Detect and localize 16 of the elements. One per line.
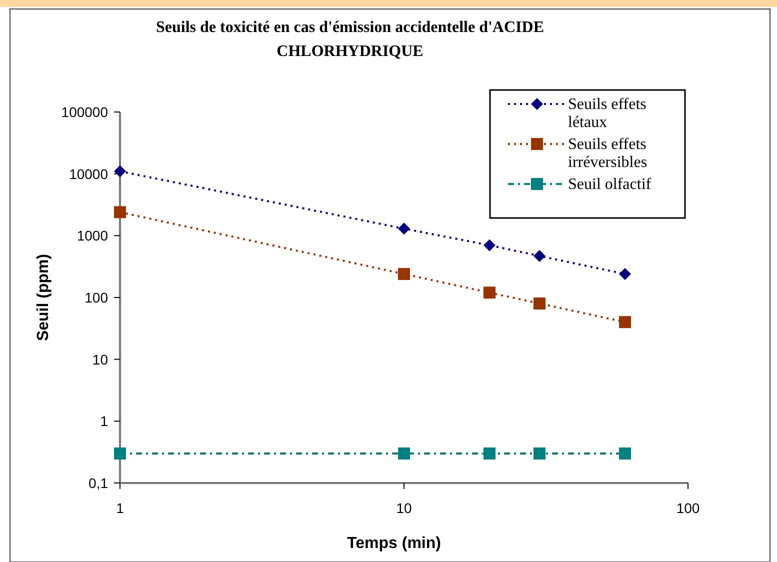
- y-tick-label: 10: [92, 351, 108, 368]
- x-tick-label: 100: [676, 500, 700, 516]
- legend-label: Seuil olfactif: [568, 176, 652, 193]
- y-tick-label: 1000: [76, 228, 108, 244]
- chart-title: Seuils de toxicité en cas d'émission accidentelle d'ACIDE CHLORHYDRIQUE: [156, 19, 544, 60]
- x-tick-label: 1: [116, 500, 124, 516]
- legend-label: Seuils effets irréversibles: [568, 136, 648, 171]
- y-tick-label: 100000: [61, 104, 108, 120]
- x-tick-label: 10: [396, 500, 412, 516]
- y-tick-label: 10000: [69, 166, 108, 182]
- y-tick-label: 100: [84, 290, 108, 306]
- y-tick-label: 1: [100, 413, 108, 430]
- y-axis-title: Seuil (ppm): [35, 254, 52, 342]
- legend-label: Seuils effets létaux: [568, 96, 646, 131]
- x-axis-title: Temps (min): [347, 535, 441, 552]
- y-tick-label: 0,1: [88, 475, 108, 491]
